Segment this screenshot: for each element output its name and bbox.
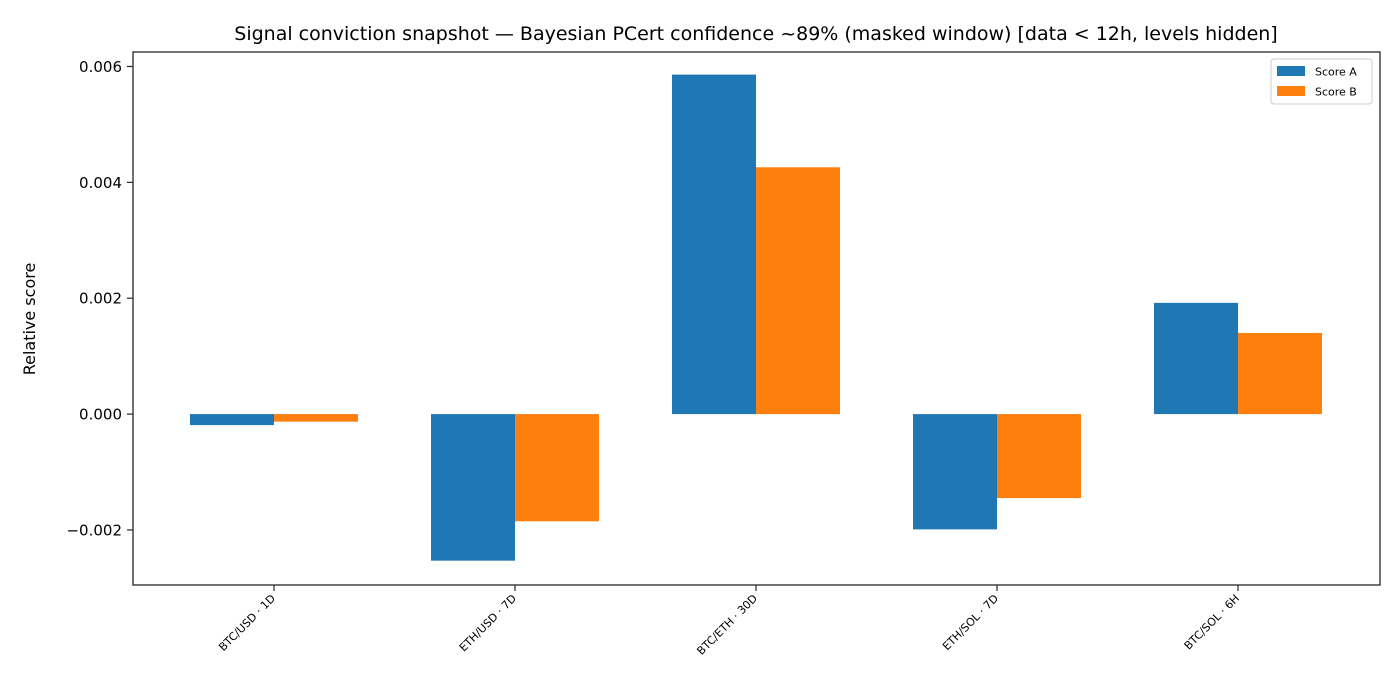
- legend: Score A Score B: [1270, 58, 1373, 105]
- y-tick-label: 0.000: [79, 406, 122, 424]
- x-tick-label: ETH/SOL · 7D: [940, 592, 1001, 653]
- y-axis: −0.002 0.000 0.002 0.004 0.006: [66, 58, 133, 539]
- y-tick-label: −0.002: [66, 521, 122, 539]
- plot-area: [190, 74, 1322, 561]
- x-tick-label: BTC/SOL · 6H: [1182, 592, 1242, 652]
- bar-group: [913, 414, 1081, 530]
- y-axis-label: Relative score: [20, 263, 39, 376]
- legend-label: Score A: [1315, 66, 1357, 79]
- bar-score-b: [515, 414, 599, 522]
- bar-score-b: [997, 414, 1081, 499]
- legend-label: Score B: [1315, 86, 1357, 99]
- bar-group: [1154, 302, 1322, 415]
- bar-score-a: [672, 74, 756, 415]
- bar-group: [190, 414, 358, 426]
- x-tick-label: BTC/ETH · 30D: [694, 592, 760, 658]
- legend-swatch: [1277, 86, 1305, 96]
- y-tick-label: 0.002: [79, 290, 122, 308]
- bar-score-b: [274, 414, 358, 422]
- legend-swatch: [1277, 66, 1305, 76]
- bar-score-a: [190, 414, 274, 426]
- bar-score-a: [913, 414, 997, 530]
- bar-group: [431, 414, 599, 561]
- y-tick-label: 0.006: [79, 58, 122, 76]
- bar-score-b: [1238, 332, 1322, 415]
- bar-score-a: [1154, 302, 1238, 415]
- x-axis: BTC/USD · 1D ETH/USD · 7D BTC/ETH · 30D ETH…: [216, 585, 1242, 658]
- bar-score-a: [431, 414, 515, 561]
- x-tick-label: BTC/USD · 1D: [216, 592, 278, 654]
- x-tick-label: ETH/USD · 7D: [457, 592, 519, 654]
- chart-title: Signal conviction snapshot — Bayesian PC…: [234, 23, 1277, 45]
- y-tick-label: 0.004: [79, 174, 122, 192]
- bar-score-b: [756, 167, 840, 415]
- bar-group: [672, 74, 840, 415]
